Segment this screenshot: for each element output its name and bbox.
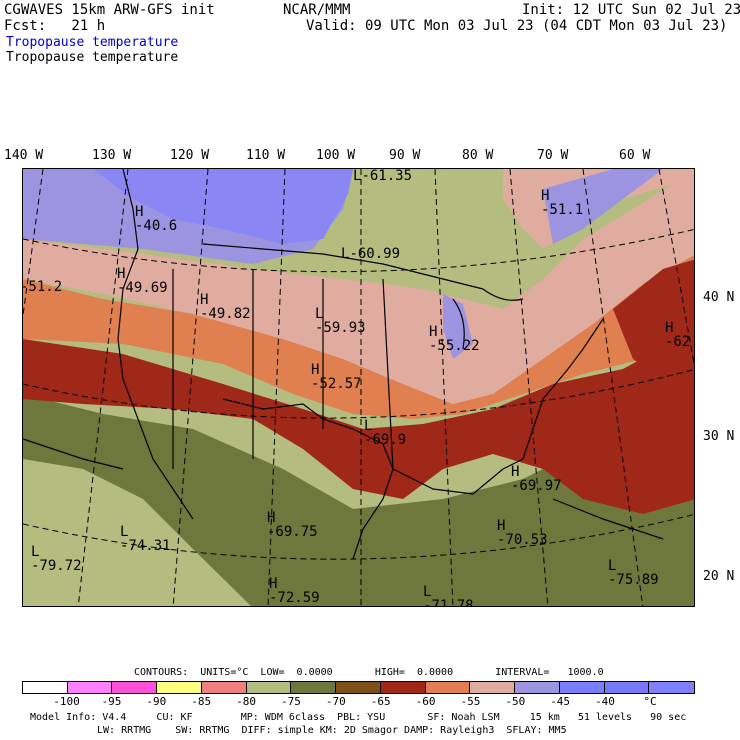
lat-label: 30 N [703, 429, 735, 444]
valid-time: Valid: 09 UTC Mon 03 Jul 23 (04 CDT Mon … [306, 18, 728, 34]
extremum-low: L -79.72 [31, 544, 82, 574]
model-title: CGWAVES 15km ARW-GFS init [4, 2, 215, 18]
color-bar-swatch [67, 682, 113, 693]
color-bar-swatch [23, 682, 68, 693]
field-band-red [23, 330, 694, 514]
contour-info: CONTOURS: UNITS=°C LOW= 0.0000 HIGH= 0.0… [134, 667, 604, 678]
color-bar [22, 681, 695, 694]
color-bar-tick: -85 [191, 695, 212, 708]
field-band-orange [23, 250, 694, 419]
color-bar-swatch [425, 682, 471, 693]
extremum-low: L -74.31 [120, 524, 171, 554]
extremum-low: L -69.9 [364, 418, 407, 448]
extremum-high: H -40.6 [135, 204, 178, 234]
color-bar-swatch [291, 682, 337, 693]
color-bar-swatch [649, 682, 695, 693]
init-time: Init: 12 UTC Sun 02 Jul 23 [522, 2, 740, 18]
extremum-high: H -69.75 [267, 510, 318, 540]
map-panel[interactable]: H -40.6 L-61.35 H -51.1 H -49.69 -51.2 H -49… [22, 168, 695, 607]
field-band-red-ne [613, 259, 694, 389]
color-bar-tick: -70 [325, 695, 346, 708]
extremum-low: L -71.78 [423, 584, 474, 607]
lon-label: 80 W [462, 148, 494, 163]
lon-label: 60 W [619, 148, 651, 163]
color-bar-swatch [380, 682, 426, 693]
color-bar-swatch [246, 682, 292, 693]
color-bar-swatch [336, 682, 381, 693]
extremum-low: L-61.35 [353, 168, 413, 184]
extremum-high: H -49.69 [117, 266, 168, 296]
color-bar-swatch [604, 682, 650, 693]
color-bar-tick: -65 [370, 695, 391, 708]
color-bar-swatch [112, 682, 158, 693]
lon-label: 130 W [92, 148, 132, 163]
color-bar-tick: -55 [460, 695, 481, 708]
color-bar-tick: -90 [146, 695, 167, 708]
color-bar-tick: -100 [53, 695, 80, 708]
field-band-olive-dark [23, 394, 694, 606]
field-title-plain: Tropopause temperature [6, 50, 179, 65]
field-band-blue [93, 169, 353, 244]
extremum-high: H -52.57 [311, 362, 362, 392]
map-field [23, 169, 694, 606]
lon-label: 140 W [4, 148, 44, 163]
lat-label: 20 N [703, 569, 735, 584]
model-info-line2: LW: RRTMG SW: RRTMG DIFF: simple KM: 2D … [97, 725, 567, 736]
color-bar-swatch [201, 682, 247, 693]
color-bar-tick: -95 [101, 695, 122, 708]
field-band-pink [23, 170, 694, 404]
color-bar-swatch [157, 682, 202, 693]
color-bar-tick: -50 [505, 695, 526, 708]
model-info-line1: Model Info: V4.4 CU: KF MP: WDM 6class P… [30, 712, 687, 723]
color-bar-swatch [559, 682, 605, 693]
extremum-high: H -49.82 [200, 292, 251, 322]
field-band-lavender-lakes [443, 294, 473, 359]
lon-label: 120 W [170, 148, 210, 163]
color-bar-tick: -60 [415, 695, 436, 708]
color-bar-tick: °C [643, 695, 657, 708]
forecast-hour: Fcst: 21 h [4, 18, 106, 34]
extremum-high: H -70.53 [497, 518, 548, 548]
center-label: NCAR/MMM [283, 2, 351, 18]
field-band-lavender-ne [543, 169, 663, 244]
lon-label: 100 W [316, 148, 356, 163]
lat-label: 40 N [703, 290, 735, 305]
color-bar-tick: -75 [281, 695, 301, 708]
boundaries [23, 169, 664, 560]
extremum-high: H -51.1 [541, 188, 584, 218]
color-bar-swatch [515, 682, 560, 693]
extremum-high: H -69.97 [511, 464, 562, 494]
field-title-colored: Tropopause temperature [6, 35, 179, 50]
extremum-low: L-60.99 [341, 246, 401, 262]
color-bar-swatch [470, 682, 516, 693]
color-bar-tick: -40 [595, 695, 615, 708]
extremum-low: L -75.89 [608, 558, 659, 588]
lon-label: 90 W [389, 148, 421, 163]
color-bar-tick: -45 [550, 695, 571, 708]
extremum-high: H -55.22 [429, 324, 480, 354]
lon-label: 110 W [246, 148, 286, 163]
extremum-high: H -72.59 [269, 576, 320, 606]
extremum-high: H -62 [665, 320, 691, 350]
lon-label: 70 W [537, 148, 569, 163]
extremum-low: L -59.93 [315, 306, 366, 336]
color-bar-tick: -80 [236, 695, 256, 708]
extremum-value: -51.2 [22, 279, 63, 295]
